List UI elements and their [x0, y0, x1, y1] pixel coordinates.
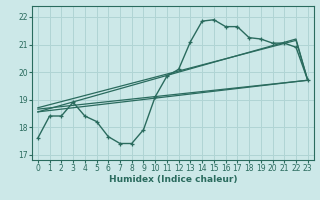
X-axis label: Humidex (Indice chaleur): Humidex (Indice chaleur): [108, 175, 237, 184]
